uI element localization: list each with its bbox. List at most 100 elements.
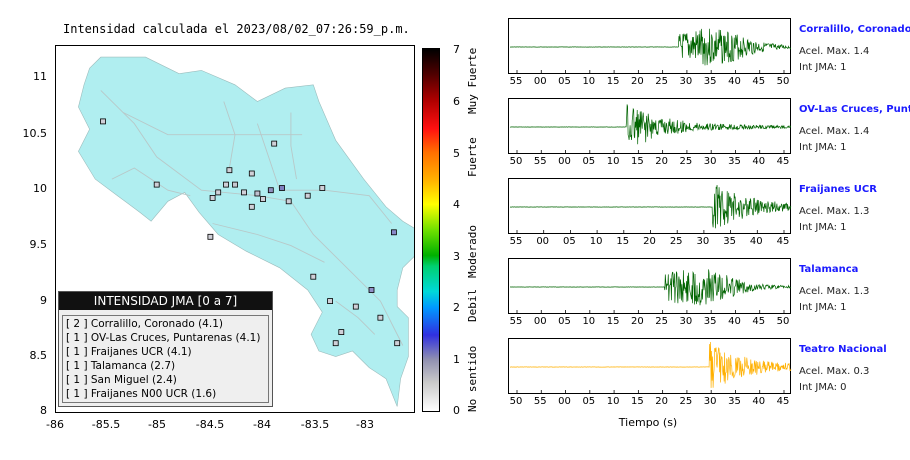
map-y-tick: 9.5: [29, 238, 48, 251]
road-line: [212, 223, 325, 263]
waveform-tick-label: 30: [703, 396, 717, 407]
station-jma-intensity: Int JMA: 0: [799, 382, 847, 393]
waveform-tick-label: 20: [630, 76, 644, 87]
station-jma-intensity: Int JMA: 1: [799, 222, 847, 233]
waveform-series: [510, 269, 792, 306]
waveform-series: [510, 28, 791, 66]
costa-rica-map: [78, 56, 414, 407]
map-y-tick: 10: [33, 182, 47, 195]
station-marker: [226, 167, 233, 174]
road-line: [223, 101, 236, 169]
waveform-tick-label: 15: [630, 156, 644, 167]
map-x-tick: -85: [148, 418, 166, 431]
station-marker: [207, 233, 214, 240]
waveform-panel: [508, 178, 792, 234]
waveform-tick-label: 25: [669, 236, 683, 247]
station-max-acceleration: Acel. Max. 1.3: [799, 206, 870, 217]
waveform-panel: [508, 258, 792, 314]
waveform-tick-label: 55: [509, 236, 523, 247]
map-x-tick: -85.5: [91, 418, 121, 431]
waveform-tick-label: 45: [776, 236, 790, 247]
station-name: Talamanca: [799, 264, 859, 275]
station-jma-intensity: Int JMA: 1: [799, 62, 847, 73]
legend-item: [ 2 ] Corralillo, Coronado (4.1): [66, 318, 223, 330]
station-max-acceleration: Acel. Max. 0.3: [799, 366, 870, 377]
waveform-tick-label: 30: [703, 156, 717, 167]
waveform-tick-label: 10: [582, 316, 596, 327]
map-y-tick: 11: [33, 70, 47, 83]
waveform-tick-label: 05: [582, 396, 596, 407]
station-marker: [304, 192, 311, 199]
station-jma-intensity: Int JMA: 1: [799, 142, 847, 153]
waveform-tick-label: 25: [655, 76, 668, 87]
scale-label-no-sentido: No sentido: [466, 345, 479, 412]
colorbar-tick: 4: [453, 198, 460, 211]
road-line: [290, 112, 297, 180]
waveform-tick-label: 30: [679, 76, 693, 87]
waveform-tick-label: 10: [606, 396, 620, 407]
colorbar-tick: 1: [453, 353, 460, 366]
map-x-tick: -84.5: [195, 418, 225, 431]
colorbar-tick: 5: [453, 147, 460, 160]
waveform-tick-label: 45: [776, 396, 790, 407]
waveform-tick-label: 50: [776, 316, 790, 327]
station-name: OV-Las Cruces, Puntar: [799, 104, 910, 115]
map-plot-area: INTENSIDAD JMA [0 a 7] [ 2 ] Corralillo,…: [55, 45, 415, 413]
intensity-colorbar: [422, 48, 440, 412]
station-marker: [332, 340, 339, 347]
waveform-tick-label: 05: [582, 156, 596, 167]
colorbar-tick: 0: [453, 404, 460, 417]
waveform-tick-label: 35: [723, 236, 736, 247]
waveform-tick-label: 40: [728, 76, 741, 87]
waveform-tick-label: 00: [536, 236, 550, 247]
colorbar-tick: 7: [453, 43, 460, 56]
station-marker: [241, 189, 247, 196]
waveform-tick-label: 35: [728, 156, 741, 167]
scale-label-fuerte: Fuerte: [466, 137, 479, 177]
station-marker: [310, 273, 317, 280]
waveform-tick-label: 10: [582, 76, 596, 87]
waveform-tick-label: 25: [655, 316, 668, 327]
waveform-panel: [508, 338, 792, 394]
scale-label-muy-fuerte: Muy Fuerte: [466, 47, 479, 114]
waveform-tick-label: 20: [630, 316, 644, 327]
station-marker: [260, 196, 266, 203]
waveform-panel: [508, 18, 791, 74]
station-marker: [368, 287, 375, 293]
waveform-tick-label: 35: [703, 76, 717, 87]
waveform-tick-label: 05: [558, 316, 571, 327]
station-marker: [267, 187, 274, 194]
waveform-tick-label: 55: [509, 316, 523, 327]
legend-list: [ 2 ] Corralillo, Coronado (4.1) [ 1 ] O…: [62, 315, 269, 403]
waveform-panel: [508, 98, 792, 154]
intensity-legend: INTENSIDAD JMA [0 a 7] [ 2 ] Corralillo,…: [58, 291, 273, 407]
waveform-tick-label: 20: [655, 396, 668, 407]
map-x-tick: -84: [253, 418, 271, 431]
waveform-tick-label: 45: [752, 316, 766, 327]
colorbar-tick: 6: [453, 95, 460, 108]
waveform-tick-label: 05: [558, 76, 571, 87]
station-marker: [215, 189, 222, 196]
waveform-tick-label: 30: [696, 236, 710, 247]
waveform-tick-label: 20: [643, 236, 656, 247]
legend-item: [ 1 ] Fraijanes N00 UCR (1.6): [66, 388, 217, 400]
station-marker: [319, 185, 326, 191]
station-max-acceleration: Acel. Max. 1.3: [799, 286, 870, 297]
station-marker: [279, 185, 285, 191]
legend-item: [ 1 ] OV-Las Cruces, Puntarenas (4.1): [66, 332, 261, 344]
station-marker: [254, 190, 261, 197]
waveform-tick-label: 10: [606, 156, 620, 167]
waveform-tick-label: 15: [616, 236, 630, 247]
station-marker: [285, 198, 292, 205]
station-max-acceleration: Acel. Max. 1.4: [799, 46, 870, 57]
map-y-tick: 8.5: [29, 349, 48, 362]
map-x-tick: -83: [356, 418, 374, 431]
waveform-tick-label: 40: [749, 236, 763, 247]
waveform-tick-label: 40: [752, 396, 766, 407]
waveform-tick-label: 30: [679, 316, 693, 327]
waveform-series: [509, 104, 792, 145]
station-name: Fraijanes UCR: [799, 184, 877, 195]
waveform-tick-label: 35: [703, 316, 717, 327]
colorbar-tick: 2: [453, 301, 460, 314]
waveform-tick-label: 40: [752, 156, 766, 167]
